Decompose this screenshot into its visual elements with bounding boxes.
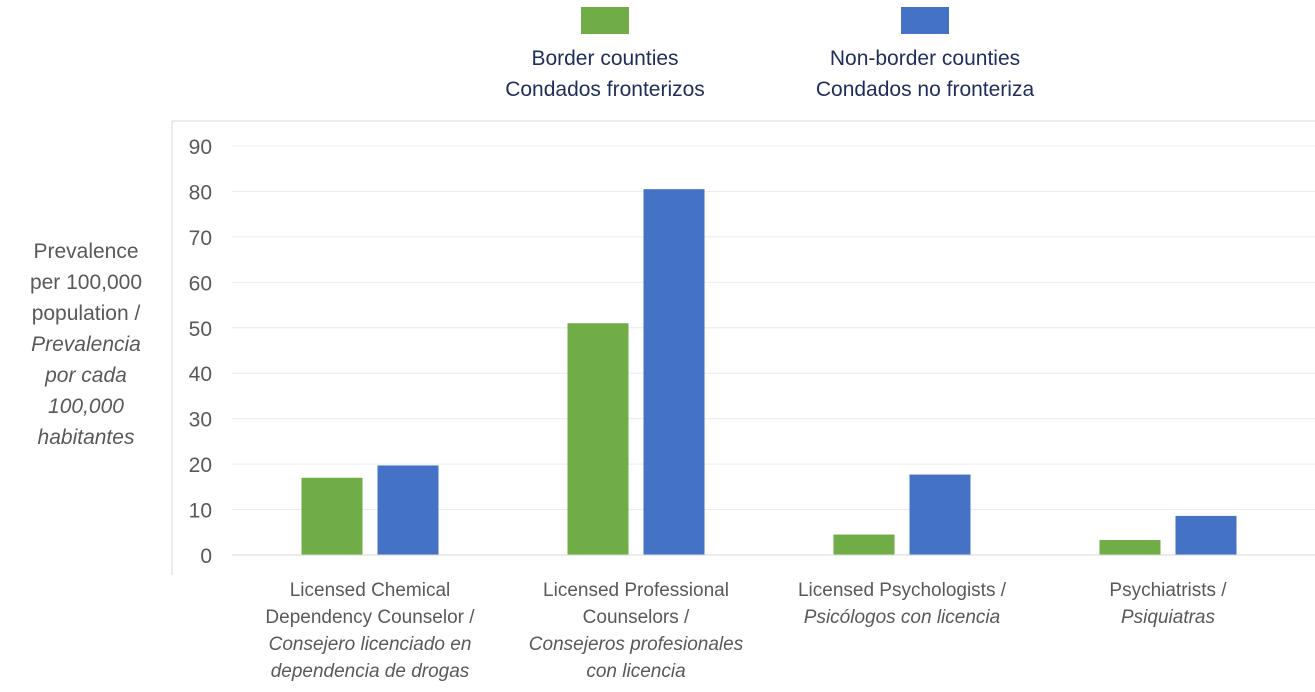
bars xyxy=(301,189,1237,555)
category-label-es-line: Consejero licenciado en xyxy=(269,634,472,655)
y-tick-label: 60 xyxy=(189,272,212,295)
bar-series-2-cat-4 xyxy=(1175,515,1237,555)
category-label-en-line: Counselors / xyxy=(583,607,690,628)
y-tick-label: 20 xyxy=(189,454,212,477)
y-tick-label: 80 xyxy=(189,181,212,204)
x-category-label: Psychiatrists / Psiquiatras xyxy=(1109,580,1227,628)
y-axis-label-es-line: habitantes xyxy=(38,426,135,449)
bar-series-2-cat-1 xyxy=(377,465,439,555)
legend-swatch xyxy=(581,7,629,34)
y-tick-label: 10 xyxy=(189,500,212,523)
y-tick-labels: 0 10 20 30 40 50 60 70 80 90 xyxy=(189,136,212,568)
category-label-es-line: Consejeros profesionales xyxy=(529,634,744,655)
y-axis-label-es-line: Prevalencia xyxy=(31,333,141,356)
legend-label-line: Condados fronterizos xyxy=(505,78,705,101)
y-tick-label: 90 xyxy=(189,136,212,159)
y-axis-label-en-line: population / xyxy=(32,302,141,325)
category-label-en-line: Licensed Psychologists / xyxy=(798,580,1007,601)
legend: Border counties Condados fronterizos Non-b… xyxy=(505,7,1034,101)
bar-series-1-cat-1 xyxy=(301,477,363,555)
legend-label-line: Condados no fronteriza xyxy=(816,78,1035,101)
legend-entry: Border counties Condados fronterizos xyxy=(505,7,705,101)
y-tick-label: 40 xyxy=(189,363,212,386)
y-tick-label: 0 xyxy=(200,545,212,568)
legend-swatch xyxy=(901,7,949,34)
category-label-es-line: con licencia xyxy=(586,661,685,682)
x-category-label: Licensed Chemical Dependency Counselor / C… xyxy=(265,580,475,682)
y-tick-label: 30 xyxy=(189,409,212,432)
y-axis-label-en-line: Prevalence xyxy=(33,240,138,263)
category-label-en-line: Licensed Professional xyxy=(543,580,729,601)
category-label-en-line: Dependency Counselor / xyxy=(265,607,475,628)
y-tick-label: 50 xyxy=(189,318,212,341)
y-axis-label-es-line: 100,000 xyxy=(48,395,124,418)
plot-area: 0 10 20 30 40 50 60 70 80 90 xyxy=(171,120,1315,575)
category-label-en-line: Licensed Chemical xyxy=(290,580,451,601)
category-label-es-line: dependencia de drogas xyxy=(271,661,470,682)
bar-series-1-cat-3 xyxy=(833,534,895,555)
legend-label-line: Non-border counties xyxy=(830,47,1020,70)
legend-label-line: Border counties xyxy=(531,47,678,70)
y-axis-label-es-line: por cada xyxy=(44,364,127,387)
x-category-labels: Licensed Chemical Dependency Counselor / C… xyxy=(265,580,1227,682)
bar-series-2-cat-2 xyxy=(643,189,705,555)
y-axis-label: Prevalence per 100,000 population / Prevale… xyxy=(30,240,142,449)
y-axis-label-en-line: per 100,000 xyxy=(30,271,142,294)
y-tick-label: 70 xyxy=(189,227,212,250)
category-label-es-line: Psiquiatras xyxy=(1121,607,1215,628)
bar-series-1-cat-2 xyxy=(567,323,629,555)
bar-series-2-cat-3 xyxy=(909,474,971,555)
legend-entry: Non-border counties Condados no fronteriz… xyxy=(816,7,1035,101)
bar-series-1-cat-4 xyxy=(1099,540,1161,555)
category-label-es-line: Psicólogos con licencia xyxy=(804,607,1000,628)
category-label-en-line: Psychiatrists / xyxy=(1109,580,1227,601)
x-category-label: Licensed Psychologists / Psicólogos con l… xyxy=(798,580,1007,628)
gridlines xyxy=(232,145,1315,511)
x-category-label: Licensed Professional Counselors / Conseje… xyxy=(529,580,744,682)
